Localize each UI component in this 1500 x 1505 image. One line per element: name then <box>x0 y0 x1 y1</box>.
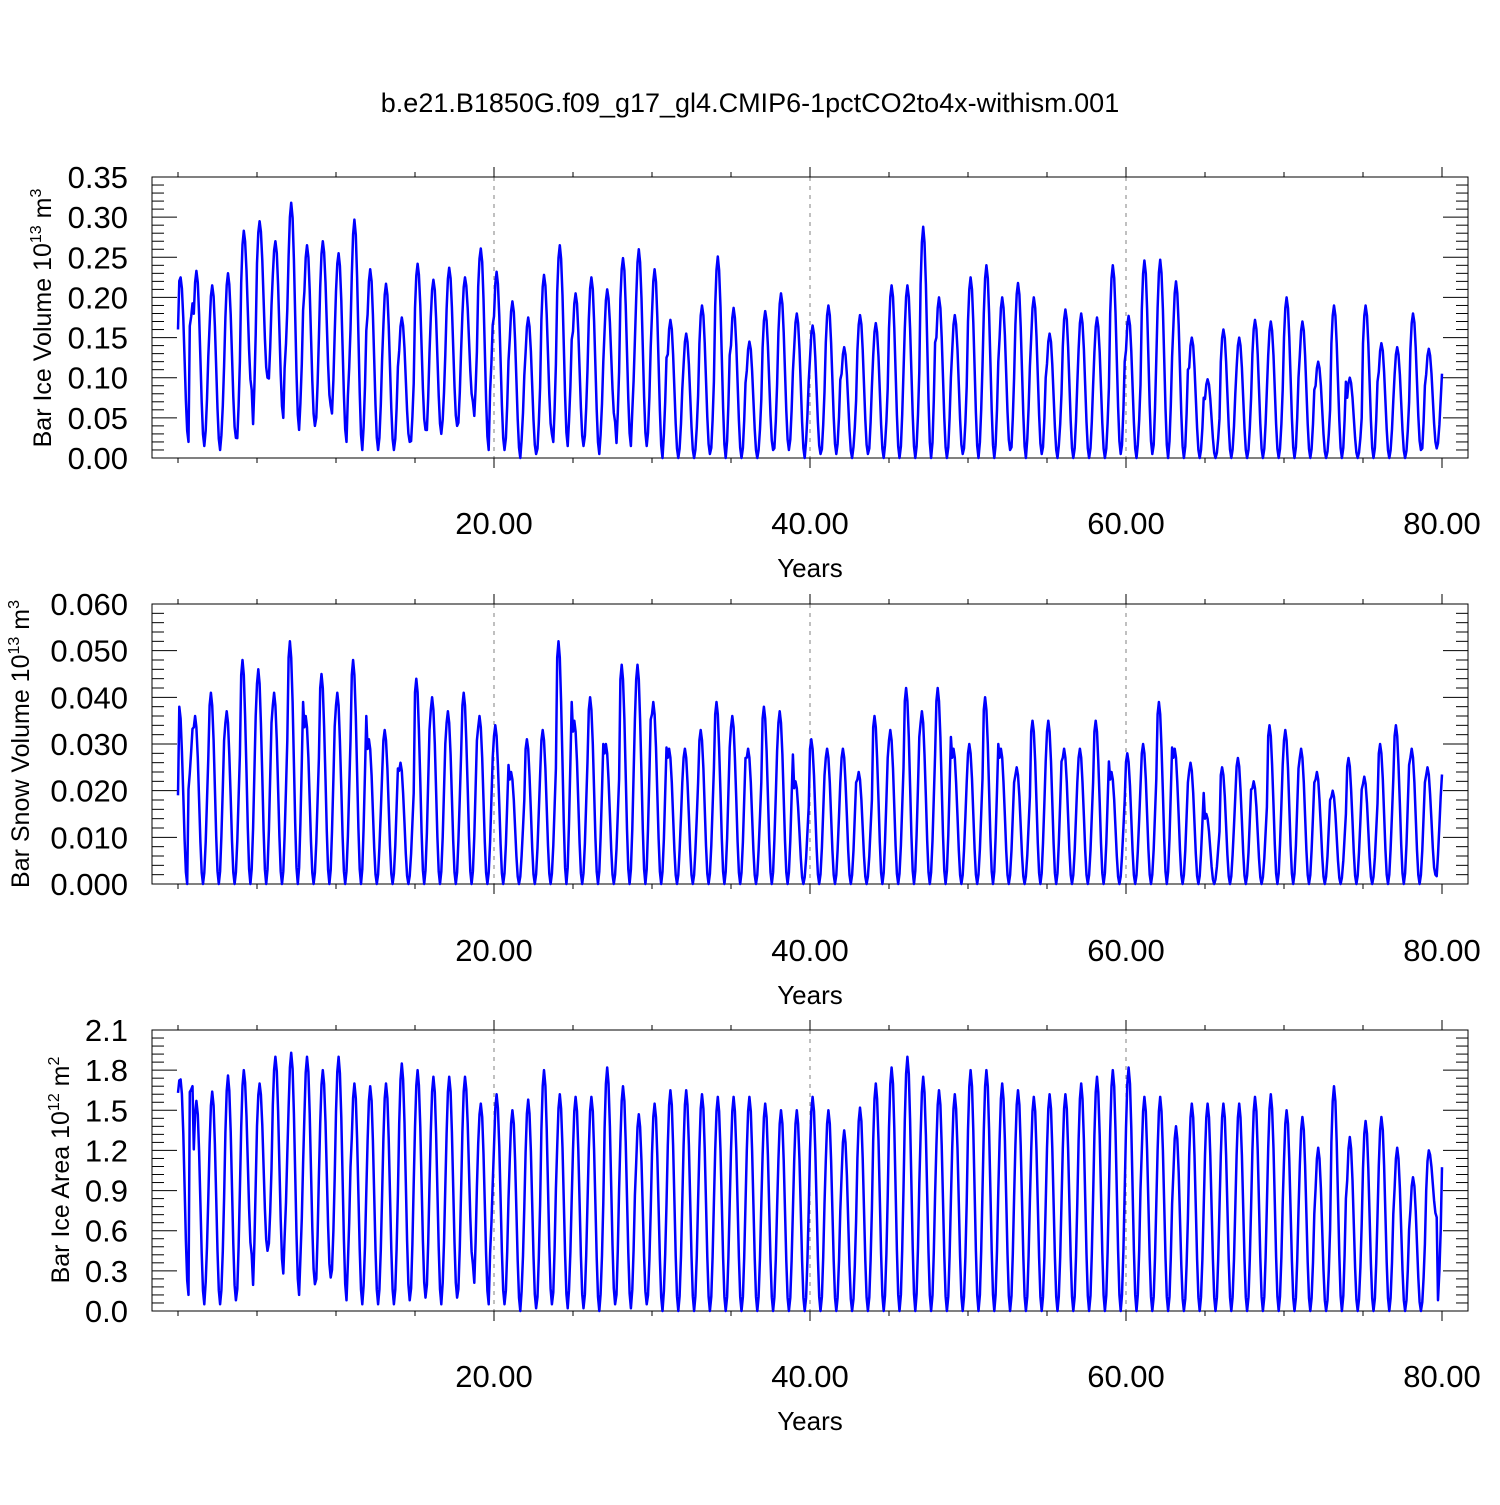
x-tick-label: 60.00 <box>1087 506 1165 541</box>
y-tick-label: 0.35 <box>68 160 128 195</box>
y-axis-label: Bar Snow Volume 1013 m3 <box>6 600 35 888</box>
y-tick-label: 0.6 <box>85 1214 128 1249</box>
y-tick-label: 0.030 <box>50 727 128 762</box>
x-tick-label: 80.00 <box>1403 933 1481 968</box>
y-tick-label: 1.8 <box>85 1053 128 1088</box>
x-tick-label: 80.00 <box>1403 1359 1481 1394</box>
x-tick-label: 20.00 <box>455 506 533 541</box>
y-tick-label: 0.010 <box>50 820 128 855</box>
y-tick-label: 1.2 <box>85 1133 128 1168</box>
y-tick-label: 0.20 <box>68 280 128 315</box>
y-tick-label: 0.0 <box>85 1294 128 1329</box>
x-tick-label: 60.00 <box>1087 933 1165 968</box>
y-tick-label: 0.00 <box>68 441 128 476</box>
y-tick-label: 0.000 <box>50 867 128 902</box>
series-line <box>176 201 1444 460</box>
y-tick-label: 0.10 <box>68 361 128 396</box>
chart-panel-1: 20.00 40.00 60.00 80.00 Years 0.00 0.05 0.10 0.1… <box>28 160 1481 583</box>
y-tick-label: 0.050 <box>50 634 128 669</box>
series-line <box>176 640 1444 886</box>
x-tick-label: 40.00 <box>771 1359 849 1394</box>
chart-panel-2: 20.00 40.00 60.00 80.00 Years 0.000 0.010 0.020… <box>6 587 1481 1010</box>
x-axis-label: Years <box>777 553 843 583</box>
series-line <box>176 1051 1444 1313</box>
y-tick-label: 0.05 <box>68 401 128 436</box>
y-tick-label: 0.3 <box>85 1254 128 1289</box>
plot-frame <box>151 176 1469 459</box>
x-axis-label: Years <box>777 980 843 1010</box>
chart-title: b.e21.B1850G.f09_g17_gl4.CMIP6-1pctCO2to… <box>381 88 1119 118</box>
y-tick-label: 0.060 <box>50 587 128 622</box>
y-tick-label: 0.040 <box>50 680 128 715</box>
x-axis-label: Years <box>777 1406 843 1436</box>
x-tick-label: 20.00 <box>455 933 533 968</box>
y-tick-label: 0.30 <box>68 200 128 235</box>
y-tick-label: 1.5 <box>85 1093 128 1128</box>
chart-panel-3: 20.00 40.00 60.00 80.00 Years 0.0 0.3 0.6 0.9 1.2… <box>46 1013 1481 1436</box>
y-tick-label: 2.1 <box>85 1013 128 1048</box>
y-tick-label: 0.020 <box>50 774 128 809</box>
x-tick-label: 40.00 <box>771 506 849 541</box>
x-tick-label: 20.00 <box>455 1359 533 1394</box>
x-tick-label: 80.00 <box>1403 506 1481 541</box>
x-tick-label: 40.00 <box>771 933 849 968</box>
y-axis-label: Bar Ice Area 1012 m2 <box>46 1057 75 1284</box>
y-axis-label: Bar Ice Volume 1013 m3 <box>28 189 57 448</box>
y-tick-label: 0.9 <box>85 1174 128 1209</box>
y-tick-label: 0.15 <box>68 321 128 356</box>
y-tick-label: 0.25 <box>68 240 128 275</box>
x-tick-label: 60.00 <box>1087 1359 1165 1394</box>
